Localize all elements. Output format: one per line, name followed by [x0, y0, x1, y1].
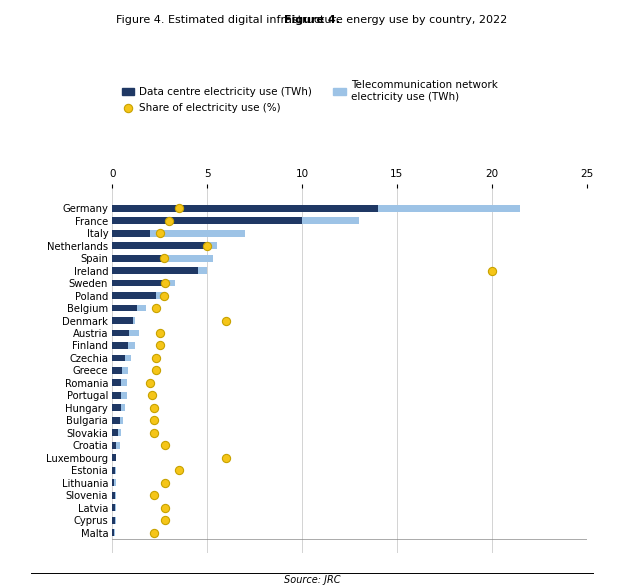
Point: [221, 316, 231, 325]
Bar: [112, 529, 115, 536]
Point: [160, 440, 170, 450]
Bar: [112, 242, 217, 249]
Point: [158, 291, 168, 300]
Bar: [112, 355, 131, 362]
Bar: [112, 217, 302, 224]
Bar: [112, 379, 127, 386]
Bar: [112, 392, 121, 399]
Point: [145, 378, 155, 387]
Bar: [112, 267, 207, 274]
Bar: [112, 379, 121, 386]
Bar: [112, 505, 115, 511]
Bar: [112, 367, 122, 374]
Point: [151, 303, 161, 313]
Point: [151, 353, 161, 363]
Bar: [112, 479, 114, 486]
Bar: [112, 479, 115, 486]
Bar: [112, 467, 115, 474]
Bar: [112, 392, 127, 399]
Bar: [112, 305, 147, 312]
Bar: [112, 242, 207, 249]
Bar: [112, 280, 165, 286]
Point: [160, 516, 170, 525]
Bar: [112, 367, 129, 374]
Point: [221, 453, 231, 463]
Bar: [112, 429, 118, 436]
Bar: [112, 467, 115, 474]
Bar: [112, 442, 120, 449]
Bar: [112, 355, 125, 362]
Bar: [112, 305, 137, 312]
Legend: Data centre electricity use (TWh), Share of electricity use (%), Telecommunicati: Data centre electricity use (TWh), Share…: [117, 76, 502, 118]
Bar: [112, 230, 245, 236]
Bar: [112, 255, 165, 262]
Point: [158, 253, 168, 263]
Bar: [112, 292, 156, 299]
Point: [164, 216, 174, 225]
Bar: [112, 492, 115, 499]
Point: [149, 428, 159, 437]
Bar: [112, 405, 121, 412]
Bar: [112, 517, 115, 524]
Bar: [112, 492, 115, 499]
Bar: [112, 417, 120, 424]
Bar: [112, 205, 378, 212]
Bar: [112, 292, 165, 299]
Text: Figure 4. Estimated digital infrastructure energy use by country, 2022: Figure 4. Estimated digital infrastructu…: [116, 15, 508, 25]
Bar: [112, 455, 117, 461]
Bar: [112, 442, 117, 449]
Point: [149, 528, 159, 537]
Point: [160, 278, 170, 288]
Bar: [112, 280, 175, 286]
Bar: [112, 405, 125, 412]
Point: [155, 228, 165, 238]
Bar: [112, 317, 135, 324]
Bar: [112, 255, 213, 262]
Bar: [112, 455, 115, 461]
Point: [149, 490, 159, 500]
Bar: [112, 429, 121, 436]
Point: [151, 366, 161, 375]
Bar: [112, 342, 135, 349]
Point: [487, 266, 497, 275]
Bar: [112, 505, 115, 511]
Point: [173, 466, 183, 475]
Bar: [112, 417, 123, 424]
Point: [149, 416, 159, 425]
Bar: [112, 329, 139, 336]
Bar: [112, 267, 198, 274]
Point: [202, 241, 212, 250]
Point: [147, 390, 157, 400]
Bar: [112, 517, 115, 524]
Bar: [112, 342, 129, 349]
Point: [155, 341, 165, 350]
Point: [160, 503, 170, 513]
Point: [155, 328, 165, 338]
Bar: [112, 230, 150, 236]
Text: Source: JRC: Source: JRC: [284, 575, 340, 585]
Text: Figure 4.: Figure 4.: [284, 15, 340, 25]
Bar: [112, 217, 359, 224]
Bar: [112, 317, 133, 324]
Bar: [112, 205, 520, 212]
Bar: [112, 329, 129, 336]
Point: [149, 403, 159, 413]
Point: [173, 203, 183, 213]
Bar: [112, 529, 114, 536]
Point: [160, 478, 170, 487]
